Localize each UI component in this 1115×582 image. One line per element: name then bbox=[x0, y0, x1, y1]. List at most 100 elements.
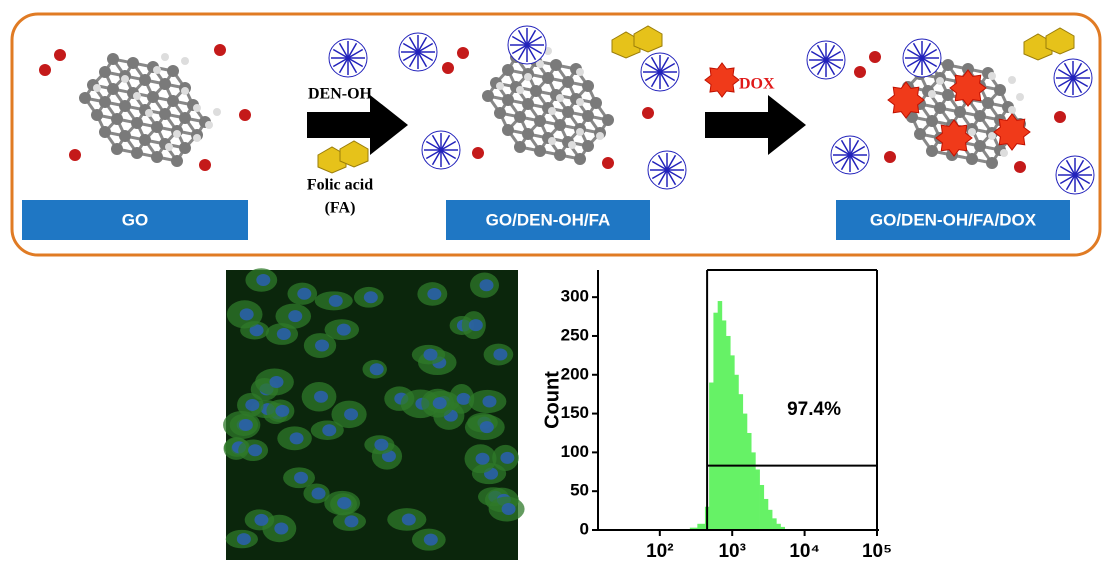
cells bbox=[223, 268, 525, 551]
nucleus bbox=[248, 444, 263, 457]
dendrimer-branch bbox=[517, 44, 528, 61]
y-tick-label: 0 bbox=[580, 519, 589, 538]
histogram-bar bbox=[697, 523, 706, 530]
dendrimer-branch bbox=[906, 48, 923, 59]
histogram-bar bbox=[751, 452, 756, 530]
nucleus bbox=[423, 533, 438, 546]
atom bbox=[562, 76, 574, 88]
folate bbox=[611, 31, 641, 59]
dendrimer-branch bbox=[651, 160, 668, 171]
dendrimer-branch bbox=[1057, 77, 1074, 88]
o-atom bbox=[214, 44, 226, 56]
h-atom bbox=[93, 84, 101, 92]
h-atom bbox=[165, 143, 173, 151]
nucleus bbox=[245, 398, 260, 411]
nucleus bbox=[276, 328, 291, 341]
y-tick-label: 300 bbox=[561, 287, 589, 306]
nucleus bbox=[294, 471, 309, 484]
dendrimer-branch bbox=[338, 42, 349, 59]
dendrimer-branch bbox=[440, 140, 457, 151]
h-atom bbox=[936, 77, 944, 85]
nucleus bbox=[479, 421, 494, 434]
h-atom bbox=[968, 128, 976, 136]
histogram-bar bbox=[780, 526, 786, 530]
atom bbox=[502, 94, 514, 106]
x-tick-label: 10³ bbox=[718, 541, 745, 562]
atom bbox=[502, 124, 514, 136]
dendrimer-branch bbox=[825, 44, 836, 61]
dendrimer-branch bbox=[834, 145, 851, 156]
dendrimer-branch bbox=[849, 145, 866, 156]
h-atom bbox=[576, 68, 584, 76]
atom bbox=[99, 126, 111, 138]
h-atom bbox=[161, 53, 169, 61]
h-atom bbox=[133, 92, 141, 100]
dendrimer-branch bbox=[526, 35, 543, 46]
h-atom bbox=[568, 141, 576, 149]
nucleus bbox=[369, 363, 384, 376]
dendrimer-branch bbox=[921, 57, 932, 74]
atom bbox=[167, 65, 179, 77]
atom bbox=[147, 91, 159, 103]
folate bbox=[1045, 27, 1075, 55]
atom bbox=[554, 119, 566, 131]
atom bbox=[554, 149, 566, 161]
folate bbox=[317, 146, 347, 174]
atom bbox=[590, 97, 602, 109]
nucleus bbox=[238, 418, 253, 431]
step-box bbox=[446, 200, 650, 240]
nucleus bbox=[236, 533, 251, 546]
dendrimer-branch bbox=[849, 139, 860, 156]
reagent-label: (FA) bbox=[325, 200, 356, 217]
dendrimer-branch bbox=[511, 44, 528, 55]
atom bbox=[962, 63, 974, 75]
o-atom bbox=[69, 149, 81, 161]
h-atom bbox=[1000, 149, 1008, 157]
dendrimer-branch bbox=[810, 50, 827, 61]
histogram-bar bbox=[709, 382, 714, 530]
o-atom bbox=[457, 47, 469, 59]
atom bbox=[522, 98, 534, 110]
x-tick-label: 10⁵ bbox=[862, 541, 892, 562]
atom bbox=[974, 110, 986, 122]
h-atom bbox=[1016, 93, 1024, 101]
dox bbox=[949, 69, 987, 107]
atom bbox=[994, 84, 1006, 96]
atom bbox=[934, 102, 946, 114]
dendrimer-branch bbox=[1072, 77, 1089, 88]
histogram-bar bbox=[763, 498, 769, 530]
atom bbox=[111, 113, 123, 125]
scheme-frame bbox=[10, 12, 1102, 257]
atom bbox=[107, 53, 119, 65]
atom bbox=[482, 90, 494, 102]
h-atom bbox=[1008, 106, 1016, 114]
atom bbox=[542, 72, 554, 84]
step-label: GO bbox=[122, 210, 148, 229]
molecules bbox=[39, 25, 1095, 195]
dendrimer-branch bbox=[1072, 62, 1083, 79]
dendrimer-branch bbox=[517, 29, 528, 46]
nucleus bbox=[297, 287, 312, 300]
nucleus bbox=[501, 503, 516, 516]
dendrimer-branch bbox=[1059, 165, 1076, 176]
histogram-bar bbox=[689, 527, 698, 530]
atom bbox=[602, 114, 614, 126]
dendrimer-branch bbox=[810, 59, 827, 70]
atom bbox=[99, 96, 111, 108]
h-atom bbox=[548, 137, 556, 145]
atom bbox=[574, 153, 586, 165]
histogram-bar bbox=[717, 301, 723, 530]
x-tick-label: 10⁴ bbox=[789, 541, 820, 562]
nucleus bbox=[432, 397, 447, 410]
atom bbox=[582, 110, 594, 122]
atom bbox=[966, 153, 978, 165]
atom bbox=[582, 80, 594, 92]
dendrimer-branch bbox=[912, 42, 923, 59]
nucleus bbox=[374, 438, 389, 451]
reagent-label: DOX bbox=[739, 76, 775, 93]
dendrimer-branch bbox=[440, 134, 451, 151]
dendrimer-branch bbox=[431, 134, 442, 151]
dendrimer-branch bbox=[921, 42, 932, 59]
h-atom bbox=[181, 57, 189, 65]
